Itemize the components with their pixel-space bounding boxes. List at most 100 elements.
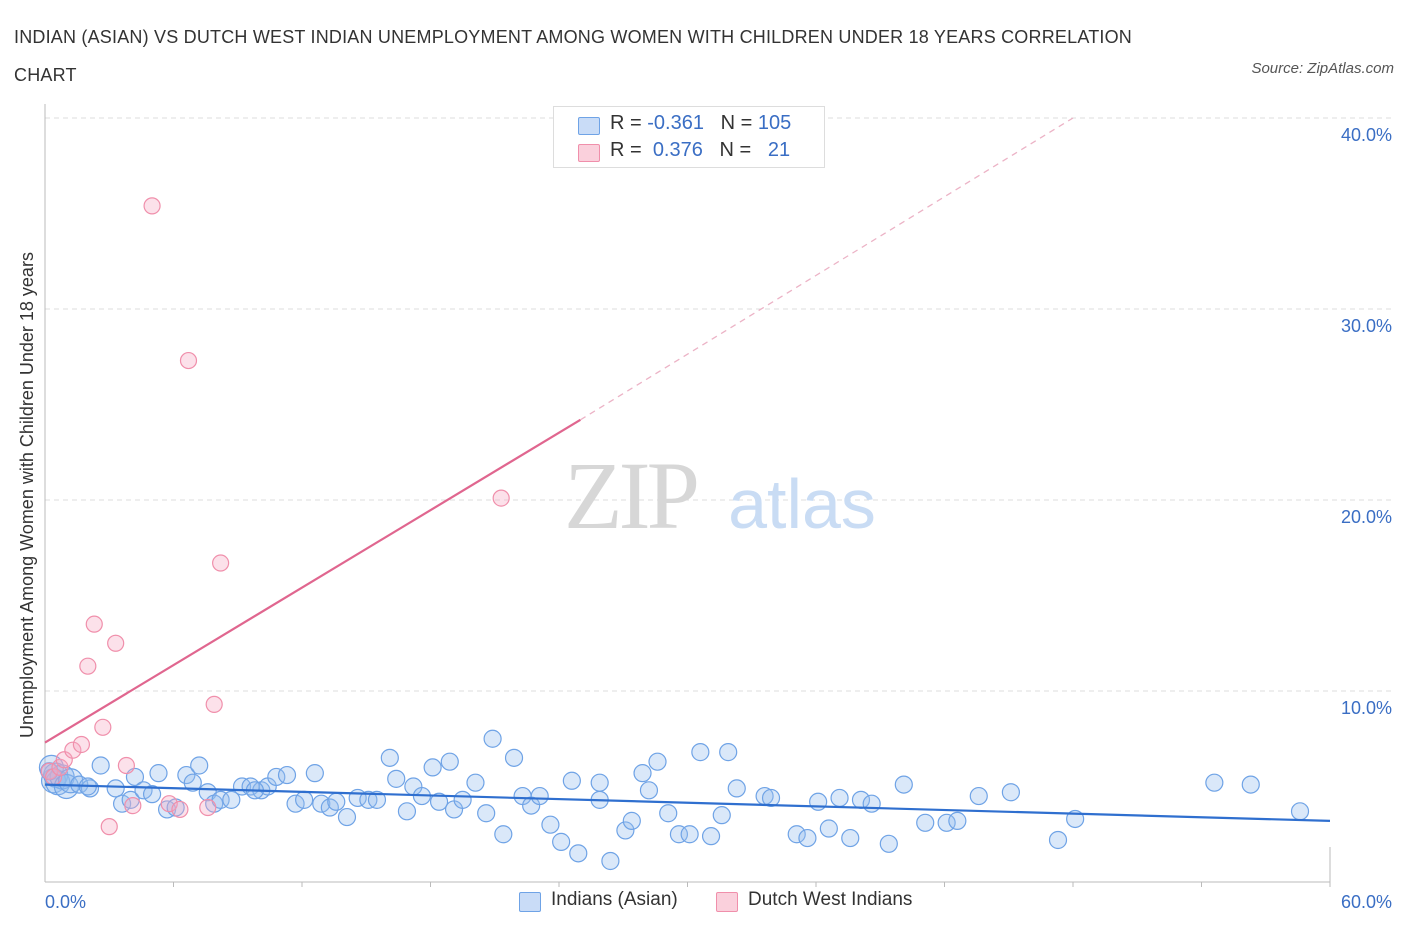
- data-point-indians-asian: [177, 765, 196, 785]
- data-point-indians-asian: [622, 811, 641, 830]
- data-point-indians-asian: [787, 825, 806, 844]
- data-point-indians-asian: [562, 771, 581, 790]
- data-point-dutch-west-indians: [85, 615, 103, 633]
- data-point-indians-asian: [477, 804, 496, 823]
- data-point-indians-asian: [701, 827, 721, 846]
- data-point-indians-asian: [494, 825, 513, 844]
- data-point-dutch-west-indians: [171, 800, 189, 819]
- data-point-indians-asian: [1290, 802, 1310, 821]
- data-point-indians-asian: [112, 794, 132, 813]
- legend-label-dutch-west-indians: Dutch West Indians: [748, 889, 913, 910]
- data-point-indians-asian: [1001, 783, 1020, 802]
- series-dutch-west-indians: [40, 197, 510, 836]
- data-point-indians-asian: [916, 813, 935, 832]
- r-label: R =: [610, 139, 642, 161]
- data-point-dutch-west-indians: [100, 818, 118, 836]
- data-point-indians-asian: [429, 792, 449, 811]
- data-point-indians-asian: [190, 756, 209, 775]
- data-point-indians-asian: [305, 764, 324, 783]
- data-point-indians-asian: [841, 828, 860, 848]
- data-point-indians-asian: [541, 815, 560, 834]
- data-point-dutch-west-indians: [205, 695, 223, 713]
- data-point-indians-asian: [894, 775, 913, 794]
- x-tick-label-max: 60.0%: [1341, 892, 1392, 912]
- data-point-dutch-west-indians: [492, 489, 510, 507]
- source-label: Source: ZipAtlas.com: [1251, 60, 1394, 77]
- data-point-indians-asian: [337, 807, 357, 827]
- data-point-indians-asian: [312, 794, 331, 813]
- legend-label-indians-asian: Indians (Asian): [551, 889, 678, 910]
- data-point-indians-asian: [830, 788, 849, 808]
- data-point-indians-asian: [719, 743, 738, 762]
- legend-swatch-indians-asian: [519, 892, 541, 912]
- data-point-indians-asian: [969, 786, 988, 806]
- trend-extension-dutch-west-indians: [580, 117, 1074, 421]
- watermark-zip: ZIP: [564, 442, 697, 549]
- data-point-indians-asian: [680, 825, 699, 844]
- data-point-indians-asian: [222, 790, 241, 809]
- data-point-indians-asian: [466, 773, 485, 792]
- x-tick-label-min: 0.0%: [45, 892, 86, 912]
- data-point-dutch-west-indians: [160, 795, 178, 813]
- trend-line-dutch-west-indians: [44, 418, 581, 744]
- data-point-indians-asian: [669, 825, 689, 844]
- stats-swatch-indians-asian: [578, 117, 600, 135]
- data-point-indians-asian: [691, 743, 710, 762]
- data-point-indians-asian: [616, 821, 635, 840]
- n-value: 21: [767, 139, 791, 161]
- data-point-indians-asian: [727, 779, 746, 798]
- data-point-indians-asian: [590, 773, 609, 792]
- series-indians-asian: [38, 729, 1310, 871]
- data-point-indians-asian: [211, 790, 230, 809]
- data-point-indians-asian: [286, 794, 305, 813]
- data-point-indians-asian: [380, 748, 399, 767]
- y-tick-label: 30.0%: [1341, 316, 1392, 336]
- trend-line-indians-asian: [44, 783, 1331, 822]
- data-point-dutch-west-indians: [55, 751, 73, 769]
- data-point-indians-asian: [862, 794, 881, 813]
- axes: [44, 104, 1331, 887]
- data-point-indians-asian: [639, 781, 659, 800]
- r-label: R =: [610, 112, 642, 134]
- data-point-indians-asian: [387, 769, 406, 788]
- data-point-indians-asian: [504, 748, 524, 767]
- stats-swatch-dutch-west-indians: [578, 144, 600, 162]
- data-point-indians-asian: [149, 764, 168, 783]
- data-point-indians-asian: [761, 788, 781, 808]
- data-point-indians-asian: [879, 834, 898, 853]
- data-point-indians-asian: [142, 785, 162, 804]
- data-point-indians-asian: [798, 828, 817, 848]
- data-point-indians-asian: [569, 844, 588, 863]
- tick-labels: 10.0% 20.0% 30.0% 40.0% 0.0% 60.0%: [45, 125, 1392, 912]
- data-point-indians-asian: [552, 832, 571, 851]
- watermark-atlas: atlas: [728, 465, 876, 543]
- data-point-indians-asian: [134, 781, 153, 800]
- data-point-indians-asian: [483, 729, 502, 748]
- data-point-indians-asian: [277, 765, 297, 785]
- data-point-indians-asian: [58, 768, 84, 794]
- data-point-indians-asian: [948, 811, 967, 830]
- n-label: N =: [720, 112, 753, 134]
- data-point-dutch-west-indians: [124, 796, 142, 815]
- y-tick-label: 20.0%: [1341, 507, 1392, 527]
- data-point-indians-asian: [397, 802, 417, 821]
- data-point-dutch-west-indians: [79, 657, 97, 675]
- data-point-dutch-west-indians: [143, 197, 161, 215]
- data-point-dutch-west-indians: [212, 554, 230, 572]
- data-point-dutch-west-indians: [199, 798, 217, 817]
- chart-title: INDIAN (ASIAN) VS DUTCH WEST INDIAN UNEM…: [14, 27, 1132, 85]
- grid: [45, 117, 1392, 692]
- data-point-indians-asian: [1048, 830, 1068, 850]
- legend-swatch-dutch-west-indians: [716, 892, 738, 912]
- data-point-indians-asian: [295, 790, 314, 809]
- data-point-indians-asian: [91, 756, 110, 775]
- y-tick-label: 10.0%: [1341, 698, 1392, 718]
- data-point-indians-asian: [648, 752, 667, 771]
- data-point-dutch-west-indians: [94, 718, 112, 736]
- r-value: -0.361: [647, 112, 704, 134]
- data-point-indians-asian: [809, 792, 828, 811]
- data-point-indians-asian: [423, 758, 442, 777]
- data-point-dutch-west-indians: [179, 351, 198, 370]
- y-axis-label: Unemployment Among Women with Children U…: [17, 252, 37, 738]
